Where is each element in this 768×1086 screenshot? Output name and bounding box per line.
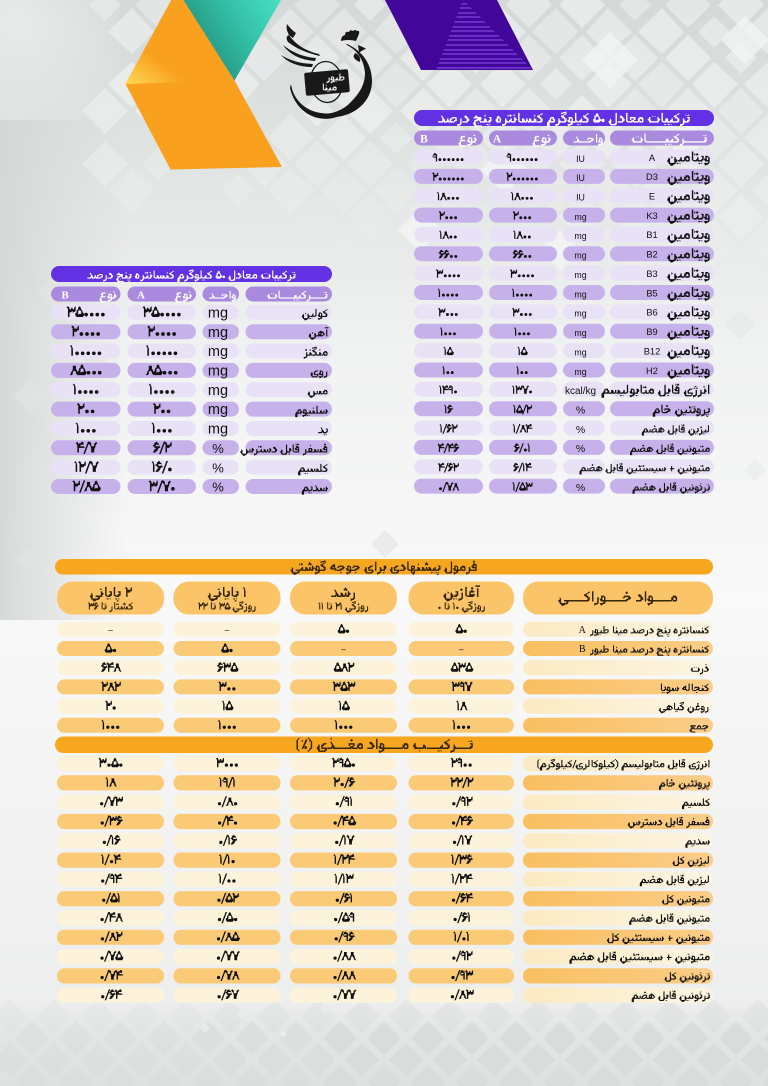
svg-text:–: – [459, 644, 464, 654]
svg-text:mg: mg [208, 402, 228, 418]
svg-text:B2: B2 [646, 250, 657, 260]
svg-text:mg: mg [208, 364, 228, 380]
svg-text:K3: K3 [646, 211, 657, 221]
svg-text:%: % [576, 482, 585, 494]
svg-text:mg: mg [208, 344, 228, 360]
svg-text:mg: mg [574, 212, 586, 222]
svg-text:mg: mg [208, 305, 228, 321]
svg-text:mg: mg [574, 231, 586, 241]
svg-text:%: % [212, 480, 224, 495]
svg-text:D3: D3 [646, 172, 658, 182]
svg-text:mg: mg [574, 309, 586, 319]
svg-text:mg: mg [574, 289, 586, 299]
svg-text:B5: B5 [646, 288, 657, 298]
svg-text:B6: B6 [646, 308, 657, 318]
svg-text:B: B [579, 644, 586, 655]
svg-text:%: % [576, 443, 585, 455]
svg-text:A: A [579, 625, 587, 636]
svg-text:mg: mg [574, 347, 586, 357]
svg-text:IU: IU [576, 173, 585, 183]
svg-text:A: A [649, 153, 656, 163]
svg-text:A: A [137, 289, 145, 301]
svg-text:–: – [225, 625, 230, 635]
svg-text:IU: IU [576, 193, 585, 203]
svg-text:E: E [649, 192, 655, 202]
svg-text:mg: mg [574, 328, 586, 338]
svg-text:%: % [212, 460, 224, 475]
svg-text:B1: B1 [646, 230, 657, 240]
svg-text:H2: H2 [646, 366, 658, 376]
svg-text:B: B [61, 289, 69, 301]
svg-text:A: A [493, 133, 502, 145]
svg-text:B9: B9 [646, 327, 657, 337]
svg-text:mg: mg [574, 270, 586, 280]
svg-text:%: % [212, 441, 224, 456]
svg-text:mg: mg [208, 422, 228, 438]
svg-text:IU: IU [576, 154, 585, 164]
svg-text:mg: mg [574, 251, 586, 261]
svg-text:%: % [576, 405, 585, 417]
svg-text:–: – [341, 644, 346, 654]
svg-text:mg: mg [208, 383, 228, 399]
svg-text:%: % [576, 424, 585, 436]
svg-text:mg: mg [574, 367, 586, 377]
svg-text:–: – [108, 625, 113, 635]
svg-text:B: B [420, 133, 428, 145]
svg-text:B3: B3 [646, 269, 657, 279]
svg-text:kcal/kg: kcal/kg [565, 386, 596, 397]
svg-text:mg: mg [208, 325, 228, 341]
svg-text:B12: B12 [644, 346, 661, 356]
